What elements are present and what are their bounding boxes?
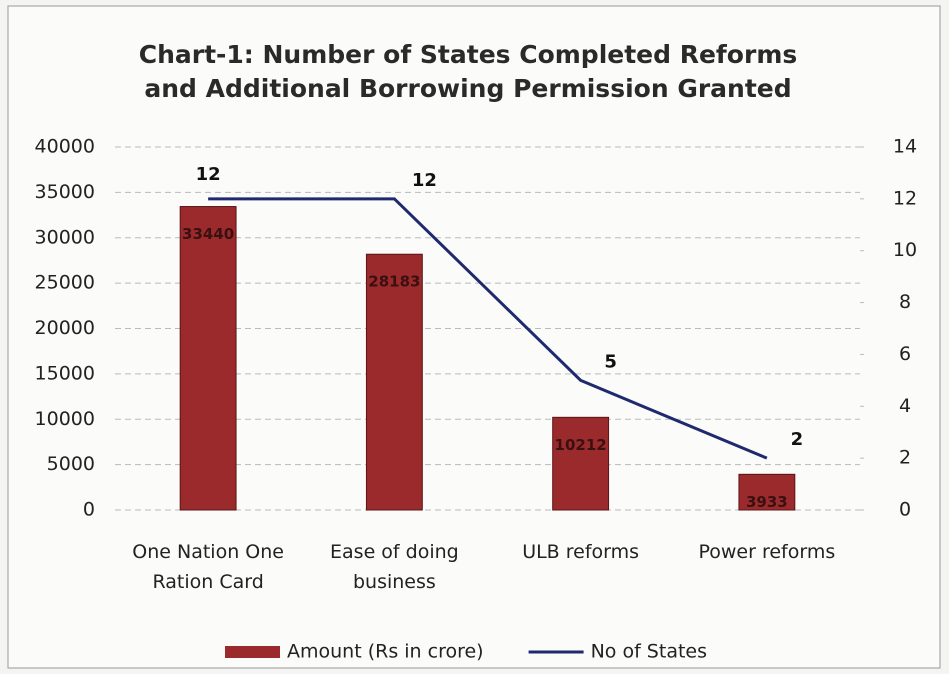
y-tick-label: 20000 [35, 317, 95, 339]
y2-tick-label: 6 [899, 343, 911, 365]
bar [552, 416, 610, 511]
y2-tick-label: 14 [893, 136, 917, 158]
data-label: 5 [604, 351, 617, 372]
y2-tick-label: 0 [899, 499, 911, 521]
y-tick-label: 10000 [35, 408, 95, 430]
y2-tick-label: 4 [899, 395, 911, 417]
x-tick-label: Ease of doing business [330, 541, 459, 593]
y-tick-label: 35000 [35, 181, 95, 203]
y-tick-label: 5000 [47, 453, 95, 475]
data-label: 10212 [555, 436, 607, 454]
data-label: 33440 [182, 225, 234, 243]
chart-frame [7, 5, 941, 669]
data-label: 3933 [746, 493, 788, 511]
legend-label: No of States [591, 641, 707, 663]
bar [179, 206, 237, 511]
y-tick-label: 0 [83, 499, 95, 521]
y2-tick-label: 8 [899, 291, 911, 313]
y2-tick-label: 10 [893, 239, 917, 261]
y-tick-label: 40000 [35, 136, 95, 158]
legend-label: Amount (Rs in crore) [287, 641, 484, 663]
y-tick-label: 15000 [35, 362, 95, 384]
data-label: 28183 [368, 273, 420, 291]
chart-title: Chart-1: Number of States Completed Refo… [139, 40, 798, 103]
x-tick-label: Power reforms [698, 541, 835, 563]
y-tick-label: 25000 [35, 272, 95, 294]
bar [365, 253, 423, 511]
line [208, 197, 768, 460]
x-tick-label: ULB reforms [522, 541, 639, 563]
y-tick-label: 30000 [35, 226, 95, 248]
legend-swatch [225, 646, 280, 658]
data-label: 12 [412, 170, 437, 191]
data-label: 12 [196, 164, 221, 185]
y2-tick-label: 12 [893, 187, 917, 209]
y2-tick-label: 2 [899, 447, 911, 469]
bar [738, 473, 796, 511]
data-label: 2 [791, 429, 804, 450]
x-tick-label: One Nation One Ration Card [132, 541, 284, 593]
